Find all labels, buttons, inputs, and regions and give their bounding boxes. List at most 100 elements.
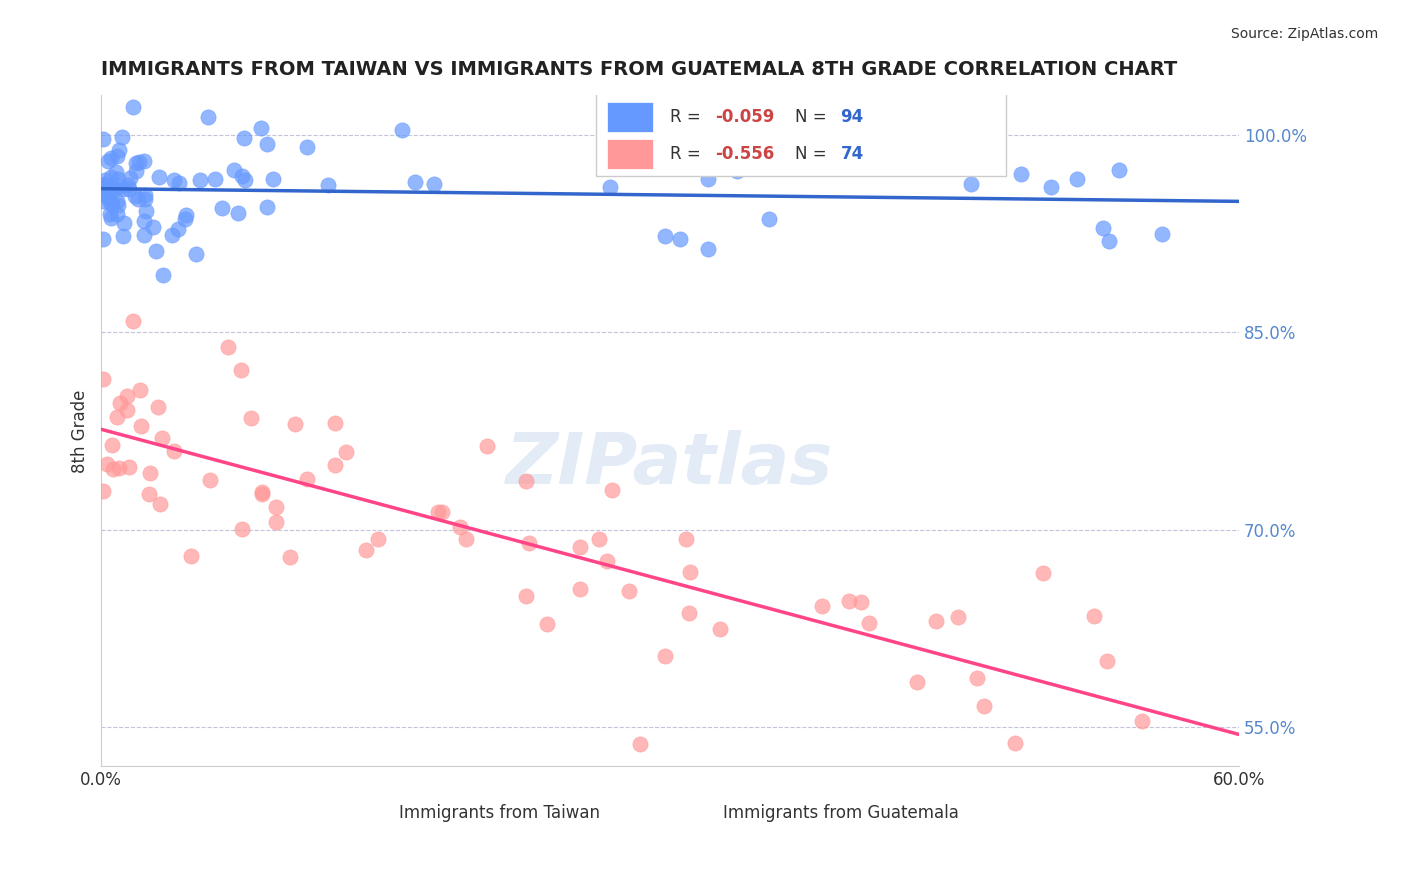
Point	[91, 194, 114, 209]
Point	[128, 155, 150, 169]
Point	[250, 120, 273, 135]
Point	[536, 616, 558, 631]
Point	[849, 595, 872, 609]
Point	[838, 594, 860, 608]
Point	[111, 129, 134, 144]
Point	[100, 197, 122, 211]
Point	[96, 457, 118, 471]
Point	[423, 177, 446, 191]
Point	[129, 418, 152, 433]
Point	[973, 698, 995, 713]
Point	[430, 505, 453, 519]
Point	[107, 198, 129, 212]
Point	[97, 153, 120, 168]
Point	[98, 207, 121, 221]
Point	[596, 554, 619, 568]
Text: Immigrants from Taiwan: Immigrants from Taiwan	[399, 805, 600, 822]
Point	[134, 193, 156, 207]
Point	[97, 191, 120, 205]
Point	[124, 188, 146, 202]
Point	[404, 175, 426, 189]
Point	[105, 206, 128, 220]
FancyBboxPatch shape	[596, 88, 1005, 176]
Point	[118, 171, 141, 186]
Point	[889, 153, 911, 168]
Text: ZIPatlas: ZIPatlas	[506, 430, 834, 499]
Point	[222, 163, 245, 178]
Point	[654, 649, 676, 664]
Text: IMMIGRANTS FROM TAIWAN VS IMMIGRANTS FROM GUATEMALA 8TH GRADE CORRELATION CHART: IMMIGRANTS FROM TAIWAN VS IMMIGRANTS FRO…	[101, 60, 1177, 78]
Point	[134, 154, 156, 169]
Point	[262, 171, 284, 186]
Point	[1095, 654, 1118, 668]
Point	[628, 738, 651, 752]
Point	[295, 472, 318, 486]
Point	[600, 483, 623, 498]
Point	[105, 149, 128, 163]
Point	[697, 242, 720, 256]
Point	[117, 178, 139, 192]
Point	[198, 473, 221, 487]
Text: -0.556: -0.556	[716, 145, 775, 163]
Point	[323, 458, 346, 472]
Point	[1091, 221, 1114, 235]
Point	[146, 400, 169, 414]
Point	[93, 186, 115, 200]
Point	[98, 190, 121, 204]
Point	[100, 169, 122, 184]
Point	[599, 180, 621, 194]
Point	[117, 403, 139, 417]
Point	[449, 520, 471, 534]
Point	[108, 396, 131, 410]
Point	[1004, 736, 1026, 750]
Text: N =: N =	[794, 145, 832, 163]
Point	[515, 474, 537, 488]
Point	[1083, 609, 1105, 624]
Point	[134, 213, 156, 227]
Point	[679, 565, 702, 579]
Point	[588, 533, 610, 547]
Point	[231, 363, 253, 377]
Point	[905, 674, 928, 689]
Point	[1097, 234, 1119, 248]
Point	[1010, 168, 1032, 182]
Text: R =: R =	[669, 108, 706, 126]
Point	[188, 173, 211, 187]
Point	[149, 497, 172, 511]
Point	[128, 383, 150, 397]
FancyBboxPatch shape	[607, 103, 652, 132]
Point	[107, 143, 129, 157]
Point	[1040, 180, 1063, 194]
Point	[256, 136, 278, 151]
Point	[211, 201, 233, 215]
Point	[278, 549, 301, 564]
Point	[111, 229, 134, 244]
Point	[91, 372, 114, 386]
Point	[103, 462, 125, 476]
Point	[709, 622, 731, 636]
Point	[678, 607, 700, 621]
Point	[152, 268, 174, 282]
Point	[91, 231, 114, 245]
Point	[167, 222, 190, 236]
Point	[316, 178, 339, 192]
Point	[1108, 163, 1130, 178]
Point	[1032, 566, 1054, 581]
Point	[105, 410, 128, 425]
Point	[107, 460, 129, 475]
Point	[811, 599, 834, 613]
Point	[100, 211, 122, 225]
Point	[138, 487, 160, 501]
Point	[477, 439, 499, 453]
Point	[391, 123, 413, 137]
Point	[675, 533, 697, 547]
Point	[93, 173, 115, 187]
Point	[145, 244, 167, 259]
Point	[122, 100, 145, 114]
Point	[121, 314, 143, 328]
Point	[118, 459, 141, 474]
Point	[186, 247, 208, 261]
Point	[335, 444, 357, 458]
Point	[150, 431, 173, 445]
FancyBboxPatch shape	[682, 804, 721, 823]
